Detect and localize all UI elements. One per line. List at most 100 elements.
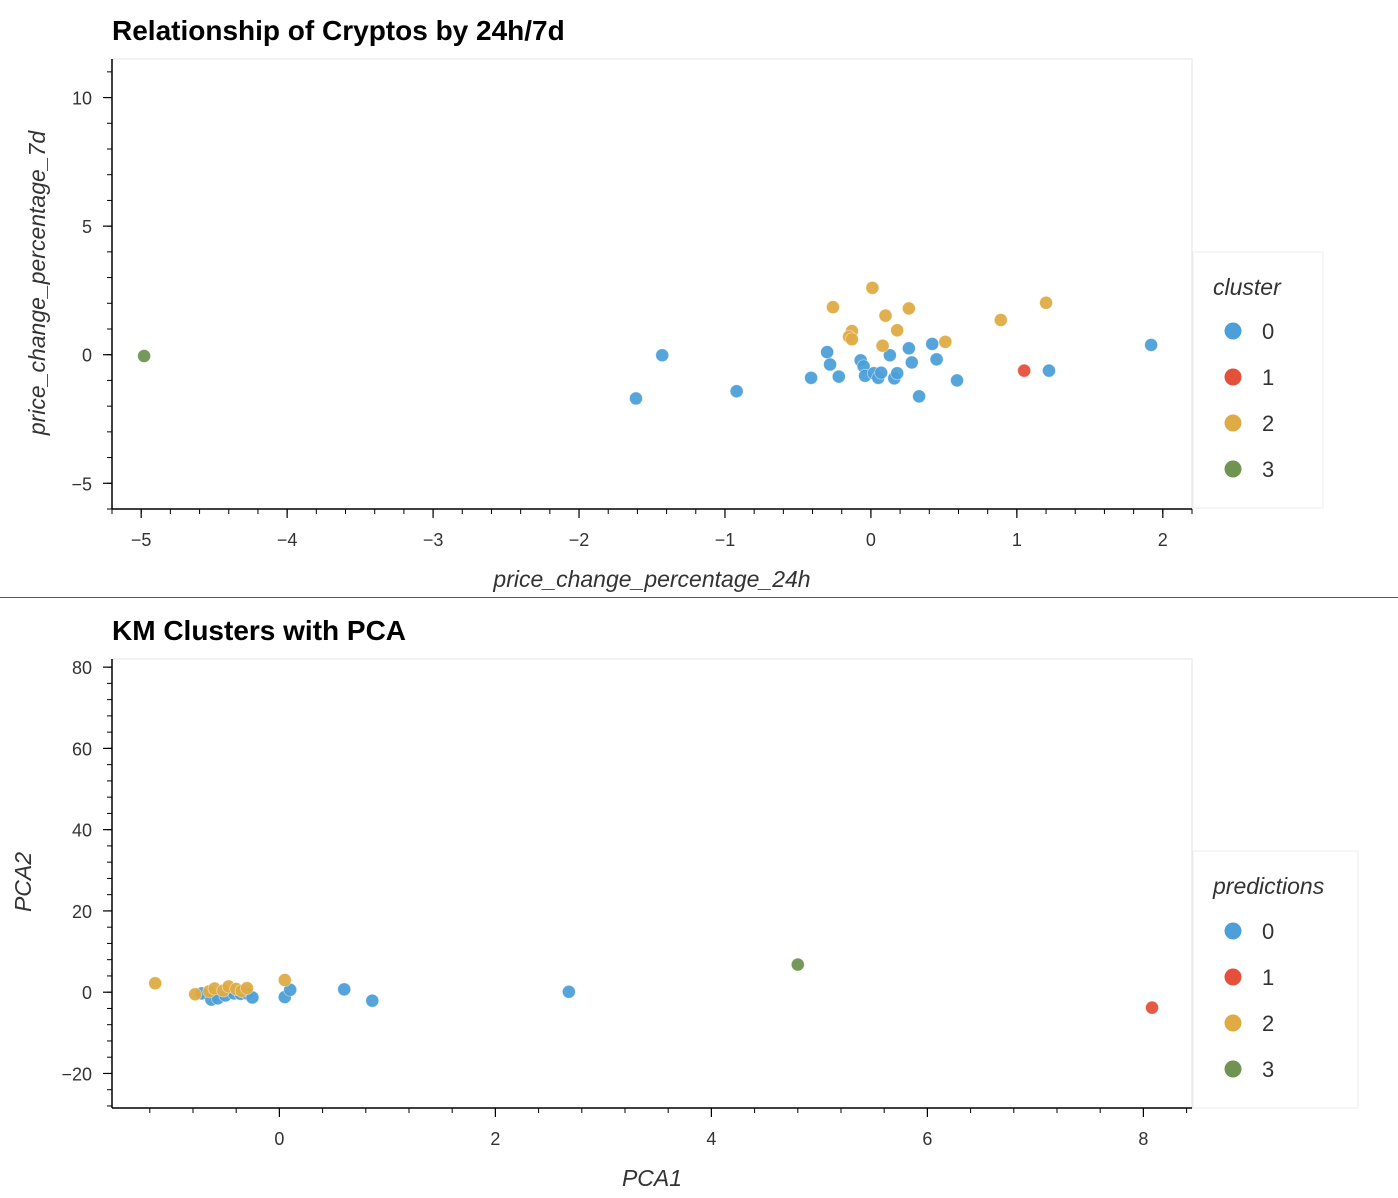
y-tick-label: −5 — [71, 474, 92, 494]
data-point-cluster-2 — [865, 280, 880, 295]
legend-marker-2 — [1224, 414, 1242, 432]
y-axis-ticks: −20 0 20 40 60 80 — [61, 658, 112, 1107]
data-point-cluster-0 — [365, 993, 380, 1008]
data-point-cluster-2 — [277, 973, 292, 987]
x-tick-label: 4 — [706, 1129, 716, 1149]
legend-marker-1 — [1224, 968, 1242, 986]
data-point-cluster-2 — [890, 323, 905, 338]
data-point-cluster-1 — [1145, 1000, 1159, 1015]
legend-label: 1 — [1262, 365, 1274, 390]
legend-marker-3 — [1224, 460, 1242, 478]
y-tick-label: 60 — [72, 739, 92, 759]
legend-title: cluster — [1213, 274, 1282, 300]
legend-label: 3 — [1262, 457, 1274, 482]
data-point-cluster-0 — [823, 357, 837, 372]
x-tick-label: 2 — [1158, 530, 1168, 550]
data-point-cluster-0 — [929, 352, 944, 367]
legend-marker-2 — [1224, 1014, 1242, 1032]
y-tick-label: 0 — [82, 346, 92, 366]
legend-marker-0 — [1224, 322, 1242, 340]
y-tick-label: 10 — [72, 89, 92, 109]
data-point-cluster-0 — [950, 373, 964, 388]
data-point-cluster-2 — [875, 338, 890, 353]
data-point-cluster-0 — [655, 348, 670, 363]
legend-label: 3 — [1262, 1057, 1274, 1082]
scatter-plot-price-change: Relationship of Cryptos by 24h/7d −5 −4 −3… — [24, 15, 1324, 592]
x-axis-label: PCA1 — [622, 1165, 682, 1191]
plot-area — [111, 58, 1193, 510]
panel-divider — [0, 597, 1398, 598]
data-point-cluster-0 — [904, 355, 919, 370]
data-point-cluster-0 — [890, 366, 905, 381]
legend-marker-1 — [1224, 368, 1242, 386]
data-point-cluster-0 — [1042, 363, 1056, 378]
x-tick-label: −4 — [277, 530, 298, 550]
data-point-cluster-2 — [188, 987, 203, 1002]
x-tick-label: 0 — [274, 1129, 284, 1149]
x-tick-label: 2 — [490, 1129, 500, 1149]
data-points — [148, 957, 1159, 1015]
data-point-cluster-2 — [148, 976, 163, 991]
x-tick-label: −3 — [423, 530, 444, 550]
data-point-cluster-2 — [901, 301, 916, 316]
data-point-cluster-0 — [912, 389, 926, 404]
data-point-cluster-2 — [826, 300, 840, 315]
data-point-cluster-0 — [804, 370, 818, 385]
x-tick-label: 1 — [1012, 530, 1022, 550]
chart-title: KM Clusters with PCA — [112, 615, 406, 646]
y-tick-label: 20 — [72, 902, 92, 922]
legend-label: 1 — [1262, 965, 1274, 990]
data-point-cluster-3 — [790, 957, 805, 972]
legend-label: 0 — [1262, 319, 1274, 344]
x-tick-label: −1 — [715, 530, 736, 550]
legend-entries: 0 1 2 3 — [1224, 919, 1274, 1082]
data-point-cluster-0 — [820, 345, 835, 360]
data-point-cluster-2 — [938, 334, 953, 349]
data-point-cluster-0 — [901, 341, 916, 356]
legend-marker-3 — [1224, 1060, 1242, 1078]
legend-box — [1192, 251, 1324, 509]
data-points — [137, 280, 1159, 406]
data-point-cluster-2 — [845, 332, 859, 347]
legend-label: 0 — [1262, 919, 1274, 944]
x-tick-label: −2 — [569, 530, 590, 550]
data-point-cluster-3 — [137, 349, 152, 363]
legend-marker-0 — [1224, 922, 1242, 940]
legend: cluster 0 1 2 3 — [1192, 251, 1324, 509]
data-point-cluster-2 — [240, 981, 254, 996]
y-axis-label: price_change_percentage_7d — [24, 130, 50, 437]
x-tick-label: −5 — [131, 530, 152, 550]
legend-entries: 0 1 2 3 — [1224, 319, 1274, 482]
data-point-cluster-2 — [1039, 295, 1053, 310]
y-tick-label: 5 — [82, 217, 92, 237]
legend-label: 2 — [1262, 411, 1274, 436]
x-tick-label: 0 — [866, 530, 876, 550]
data-point-cluster-0 — [831, 369, 846, 384]
x-axis-ticks: 0 2 4 6 8 — [149, 1108, 1188, 1149]
chart-title: Relationship of Cryptos by 24h/7d — [112, 15, 565, 46]
x-axis-ticks: −5 −4 −3 −2 −1 0 1 2 — [111, 509, 1193, 550]
data-point-cluster-0 — [729, 384, 744, 399]
y-axis-label: PCA2 — [10, 852, 36, 912]
x-tick-label: 8 — [1138, 1129, 1148, 1149]
legend-label: 2 — [1262, 1011, 1274, 1036]
x-tick-label: 6 — [922, 1129, 932, 1149]
plot-area — [111, 658, 1193, 1109]
legend-box — [1192, 850, 1359, 1109]
data-point-cluster-1 — [1017, 363, 1032, 378]
data-point-cluster-0 — [629, 391, 643, 406]
data-point-cluster-2 — [878, 308, 893, 323]
legend: predictions 0 1 2 3 — [1192, 850, 1359, 1109]
legend-title: predictions — [1212, 873, 1325, 899]
data-point-cluster-0 — [925, 337, 940, 351]
y-tick-label: −20 — [61, 1064, 92, 1084]
y-tick-label: 0 — [82, 983, 92, 1003]
data-point-cluster-0 — [882, 348, 897, 363]
data-point-cluster-0 — [1144, 338, 1159, 352]
chart-panel-price-change: Relationship of Cryptos by 24h/7d −5 −4 −3… — [0, 0, 1398, 597]
data-point-cluster-0 — [874, 365, 889, 380]
data-point-cluster-2 — [993, 313, 1008, 327]
y-tick-label: 40 — [72, 821, 92, 841]
